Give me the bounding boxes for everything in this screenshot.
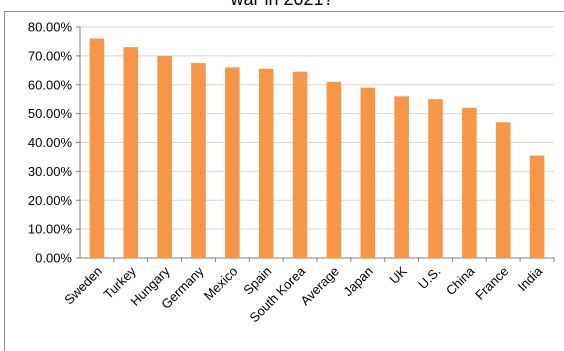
x-tick-label: Japan [340,264,376,300]
bar [157,55,172,258]
bar [495,122,511,258]
bar [394,96,409,258]
bar [225,67,240,258]
x-tick-label: Sweden [61,264,105,308]
chart-area [4,11,564,351]
x-tick-label: India [515,263,546,294]
x-tick-label: U.S. [415,264,443,292]
y-tick-label: 10.00% [28,222,73,237]
bar [292,71,308,258]
y-tick-label: 40.00% [28,135,73,150]
x-tick-label: France [472,264,511,303]
bar [89,38,105,258]
bar [360,87,376,258]
y-tick-label: 50.00% [28,106,73,121]
bar [326,81,342,258]
chart-title: war in 2021? [0,0,564,10]
bar [462,107,477,258]
y-tick-label: 20.00% [28,193,73,208]
y-tick-label: 0.00% [35,251,72,266]
bar [428,99,443,258]
y-tick-label: 80.00% [28,20,73,35]
y-tick-label: 60.00% [28,77,73,92]
bar [191,63,206,258]
bar [123,47,139,259]
x-tick-label: Mexico [201,264,241,304]
bar [258,68,274,259]
x-tick-label: UK [386,263,410,287]
bar-chart: 0.00% 10.00% 20.00% 30.00% 40.00% 50.00% 60.00… [28,20,555,325]
bar [529,155,545,258]
y-tick-label: 30.00% [28,164,73,179]
y-tick-label: 70.00% [28,48,73,63]
